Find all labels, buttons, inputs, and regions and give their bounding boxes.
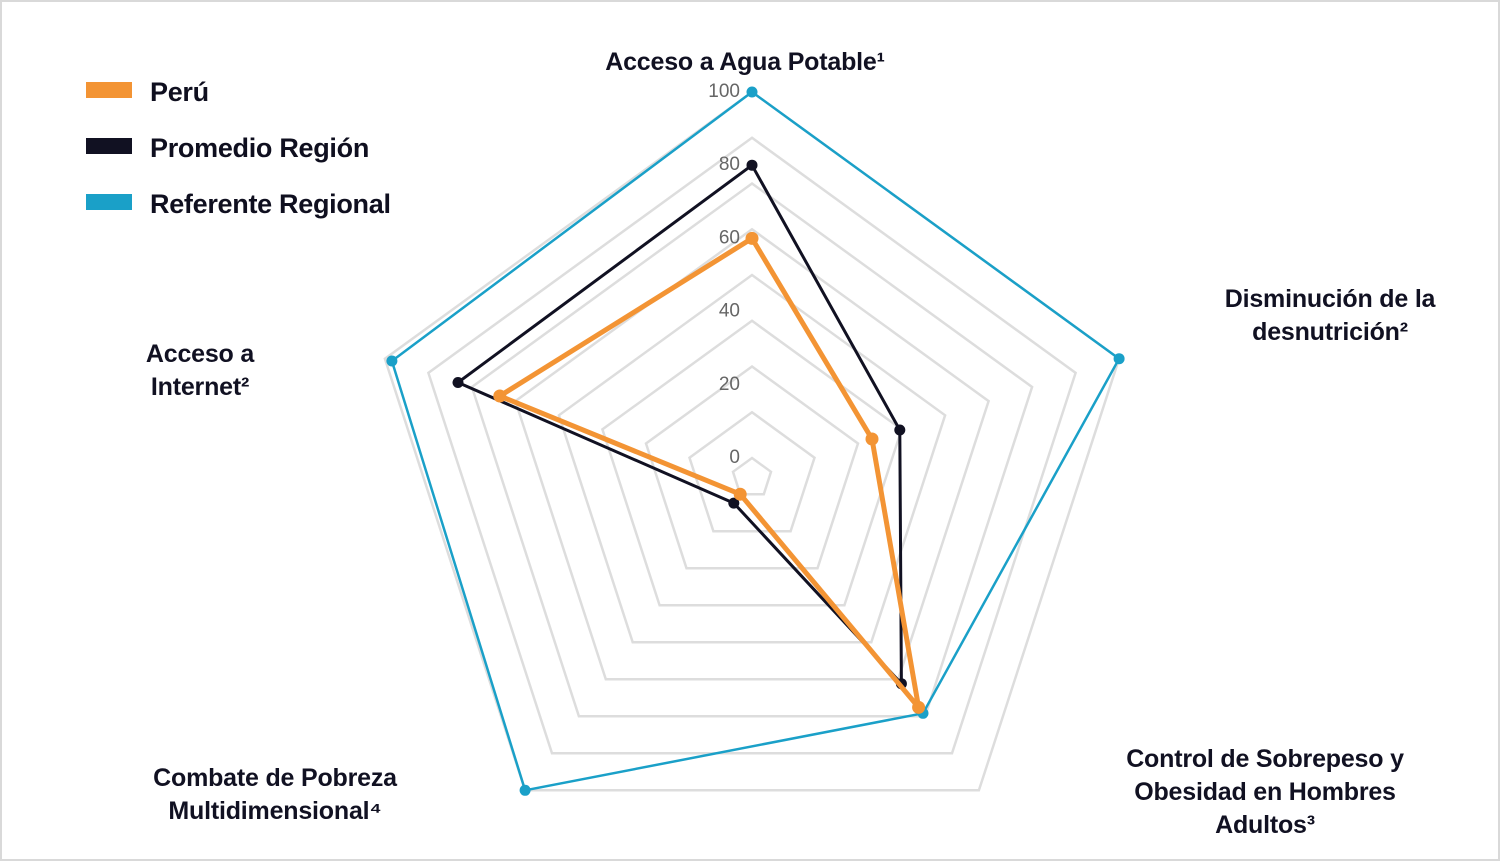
data-point-peru-1 [865,432,879,446]
grid-ring-2 [644,364,860,570]
legend-swatch-promedio-region [86,138,132,154]
axis-label-internet-line-1: Acceso a [145,340,255,368]
grid-ring-1 [688,410,816,533]
axis-label-desnutricion: Disminución de la desnutrición² [1170,283,1490,349]
legend-label-promedio-region: Promedio Región [150,133,370,163]
data-point-referente-regional-4 [386,355,398,367]
data-point-promedio-region-0 [746,159,758,171]
data-point-promedio-region-3 [728,497,740,509]
series-line-promedio-region [456,163,903,686]
data-point-referente-regional-3 [519,784,531,796]
axis-label-agua-potable: Acceso a Agua Potable¹ [560,46,930,79]
axis-label-sobrepeso-line-1: Control de Sobrepeso y [1126,745,1404,773]
tick-layer: 0 20 40 60 80 100 [708,81,740,468]
data-point-peru-3 [733,487,747,501]
axis-label-pobreza: Combate de Pobreza Multidimensional⁴ [100,762,450,828]
data-point-peru-2 [912,700,926,714]
data-point-promedio-region-1 [894,424,906,436]
axis-label-pobreza-line-1: Combate de Pobreza [153,764,397,792]
data-point-referente-regional-0 [746,86,758,98]
series-layer [386,86,1125,796]
axis-label-desnutricion-line-1: Disminución de la [1224,285,1436,313]
grid-ring-5 [513,227,991,681]
axis-label-sobrepeso-line-2: Obesidad en Hombres [1134,778,1396,806]
axis-label-internet: Acceso a Internet² [90,338,310,404]
axis-label-sobrepeso: Control de Sobrepeso y Obesidad en Hombr… [1080,743,1450,842]
axis-label-agua-potable-line-1: Acceso a Agua Potable¹ [605,48,885,76]
tick-label-100: 100 [708,81,740,102]
tick-label-80: 80 [719,154,740,175]
legend-label-referente-regional: Referente Regional [150,189,391,219]
tick-label-20: 20 [719,374,740,395]
axis-label-pobreza-line-2: Multidimensional⁴ [168,797,382,825]
grid-ring-3 [600,319,904,607]
radar-grid [383,90,1121,792]
tick-label-60: 60 [719,227,740,248]
legend-label-peru: Perú [150,77,209,107]
grid-ring-8 [383,90,1121,792]
axis-label-sobrepeso-line-3: Adultos³ [1215,811,1315,839]
axis-label-internet-line-2: Internet² [150,373,250,401]
grid-ring-7 [426,136,1078,755]
data-point-peru-0 [745,231,759,245]
series-line-peru [497,235,922,710]
series-line-referente-regional [390,90,1121,792]
tick-label-0: 0 [729,447,740,468]
data-point-referente-regional-1 [1113,353,1125,365]
data-point-peru-4 [493,389,507,403]
axis-label-desnutricion-line-2: desnutrición² [1252,318,1408,346]
grid-ring-0 [731,456,773,496]
data-point-promedio-region-4 [452,377,464,388]
tick-label-40: 40 [719,301,740,322]
legend-swatch-peru [86,82,132,98]
legend-swatch-referente-regional [86,194,132,210]
grid-ring-6 [470,181,1034,718]
grid-ring-4 [557,273,947,644]
